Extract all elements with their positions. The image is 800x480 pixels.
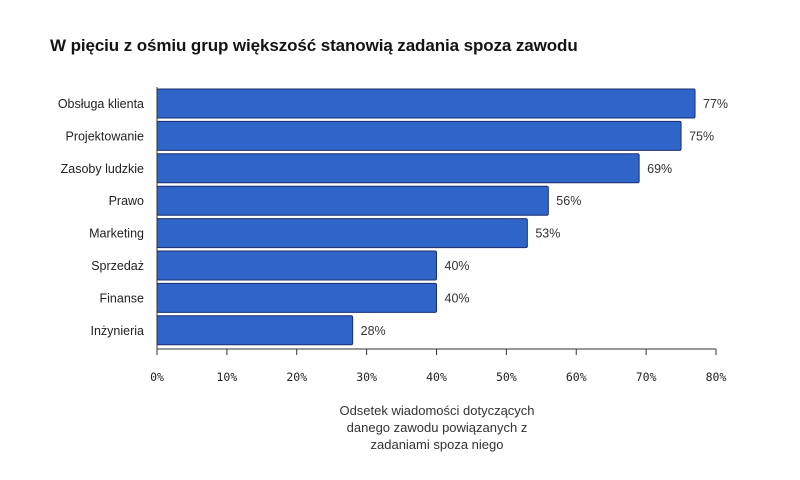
category-label-3: Prawo [109, 194, 144, 208]
bar-7 [156, 315, 354, 346]
value-label-5: 40% [445, 259, 470, 273]
value-label-0: 77% [703, 97, 728, 111]
bar-3 [156, 185, 549, 216]
category-label-2: Zasoby ludzkie [61, 162, 144, 176]
x-tick-label-8: 80% [706, 370, 727, 384]
category-label-1: Projektowanie [65, 129, 144, 143]
bar-5 [156, 250, 437, 281]
category-label-7: Inżynieria [91, 324, 145, 338]
x-tick-label-5: 50% [496, 370, 517, 384]
value-labels-group: 77% 75% 69% 56% 53% 40% 40% 28% [361, 97, 728, 338]
x-axis-title-line-1: Odsetek wiadomości dotyczących [339, 403, 535, 418]
bar-2 [156, 153, 640, 184]
value-label-3: 56% [556, 194, 581, 208]
category-label-4: Marketing [89, 227, 144, 241]
category-label-5: Sprzedaż [91, 259, 144, 273]
x-axis-title-line-2: danego zawodu powiązanych z [346, 420, 528, 435]
x-tick-label-7: 70% [636, 370, 657, 384]
bars-group [156, 88, 696, 346]
x-axis-title-line-3: zadaniami spoza niego [370, 437, 504, 452]
category-label-0: Obsługa klienta [58, 97, 144, 111]
value-label-6: 40% [445, 291, 470, 305]
x-tick-label-4: 40% [426, 370, 447, 384]
x-tick-label-6: 60% [566, 370, 587, 384]
category-labels-group: Obsługa klienta Projektowanie Zasoby ludzk… [58, 97, 144, 338]
x-tick-label-0: 0% [150, 370, 164, 384]
value-label-1: 75% [689, 129, 714, 143]
category-label-6: Finanse [100, 291, 145, 305]
x-axis: 0% 10% 20% 30% 40% 50% 60% 70% 80% [150, 87, 726, 384]
value-label-7: 28% [361, 324, 386, 338]
bar-1 [156, 120, 682, 151]
x-tick-label-2: 20% [286, 370, 307, 384]
x-tick-label-3: 30% [356, 370, 377, 384]
x-axis-title: Odsetek wiadomości dotyczących danego za… [287, 402, 587, 453]
bar-4 [156, 218, 528, 249]
value-label-4: 53% [535, 227, 560, 241]
bar-0 [156, 88, 696, 119]
x-tick-label-1: 10% [216, 370, 237, 384]
chart-title: W pięciu z ośmiu grup większość stanowią… [50, 36, 578, 55]
bar-6 [156, 282, 437, 313]
value-label-2: 69% [647, 162, 672, 176]
